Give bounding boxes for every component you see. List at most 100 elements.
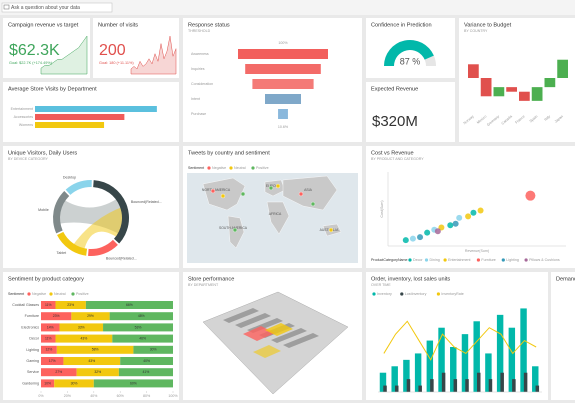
- y-tick-label: Electronics: [21, 325, 39, 329]
- tile-title: Sentiment by product category: [8, 276, 84, 282]
- scatter-point: [447, 222, 454, 229]
- waterfall-bar: [468, 64, 479, 78]
- bar-segment: [109, 312, 173, 321]
- data-label: 60%: [130, 381, 137, 385]
- arc-label: Bounced(Related...: [106, 256, 137, 260]
- legend-title: Sentiment: [8, 292, 24, 296]
- x-tick-label: 40%: [90, 394, 98, 398]
- scatter-point: [525, 190, 536, 201]
- legend-swatch: [49, 292, 53, 296]
- bar: [520, 308, 527, 392]
- data-label: 11%: [45, 336, 52, 340]
- tile-subtitle: BY COUNTRY: [464, 29, 488, 33]
- legend-label: Pillows & Cushions: [529, 258, 560, 262]
- legend-label: Entertainment: [448, 258, 470, 262]
- legend-label: Negative: [32, 292, 46, 296]
- tile-title: Store performance: [188, 276, 234, 282]
- legend-label: Positive: [256, 166, 269, 170]
- legend-swatch: [229, 166, 233, 170]
- y-tick-label: Service: [27, 370, 39, 374]
- map-land: [227, 215, 245, 249]
- tile[interactable]: [366, 146, 575, 268]
- tile[interactable]: [3, 146, 179, 268]
- legend-swatch: [524, 258, 528, 262]
- data-label: 30%: [71, 381, 78, 385]
- y-tick-label: Gaming: [26, 359, 39, 363]
- data-label: 23%: [67, 303, 74, 307]
- bar-segment: [41, 368, 77, 377]
- bar-segment: [118, 368, 173, 377]
- kpi-goal: Goal: 180 (+11.11%): [99, 61, 134, 65]
- legend-swatch: [207, 166, 211, 170]
- data-label: 30%: [150, 348, 157, 352]
- funnel-label: Awareness: [191, 52, 209, 56]
- map-marker: [310, 201, 316, 207]
- legend-label: Lighting: [506, 258, 519, 262]
- legend-label: Inventory: [377, 292, 392, 296]
- bar: [441, 372, 446, 392]
- legend-label: Neutral: [54, 292, 66, 296]
- waterfall-bar: [480, 78, 492, 97]
- data-label: 12%: [46, 348, 53, 352]
- funnel-bar: [238, 49, 328, 59]
- top-bar: [0, 0, 575, 15]
- data-label: 33%: [78, 325, 85, 329]
- bar: [430, 379, 434, 392]
- bar: [394, 385, 399, 392]
- tile[interactable]: [551, 272, 575, 400]
- tile[interactable]: [459, 18, 575, 142]
- legend-label: LostInventory: [405, 292, 427, 296]
- bar: [35, 122, 105, 128]
- arc-label: Desktop: [63, 176, 76, 180]
- tile-title: Order, inventory, lost sales units: [371, 276, 450, 282]
- funnel-label: Inquiries: [191, 67, 205, 71]
- bar: [500, 372, 504, 392]
- bar: [532, 366, 539, 392]
- funnel-label: Purchase: [191, 112, 206, 116]
- bar: [496, 314, 504, 392]
- scatter-point: [465, 213, 472, 220]
- data-label: 41%: [143, 370, 150, 374]
- kpi-value: 200: [99, 42, 126, 59]
- y-tick-label: Cocktail Glasses: [12, 303, 39, 307]
- legend-swatch: [251, 166, 255, 170]
- bar-segment: [63, 357, 121, 365]
- data-label: 40%: [143, 359, 150, 363]
- x-axis-label: Revenue(Sum): [465, 249, 489, 253]
- map-land: [202, 177, 246, 211]
- tile-title: Number of visits: [98, 22, 138, 28]
- arc-segment: [88, 239, 118, 256]
- data-label: 58%: [92, 348, 99, 352]
- tile-title: Expected Revenue: [371, 86, 418, 92]
- bar: [461, 334, 469, 392]
- data-label: 14%: [47, 325, 54, 329]
- x-tick-label: 100%: [168, 394, 178, 398]
- funnel-bottom-label: 10.6%: [278, 125, 289, 129]
- bar-segment: [41, 312, 72, 321]
- legend-swatch: [424, 258, 429, 262]
- data-label: 53%: [135, 325, 142, 329]
- tile-title: Unique Visitors, Daily Users: [8, 150, 77, 156]
- bar: [485, 353, 492, 392]
- tile[interactable]: [366, 82, 455, 142]
- arc-segment: [65, 180, 92, 195]
- bar: [383, 385, 387, 392]
- bar: [403, 359, 410, 392]
- map-marker: [210, 188, 216, 194]
- bar-segment: [41, 334, 56, 343]
- legend-swatch: [436, 292, 440, 296]
- map-marker: [268, 185, 274, 191]
- tile-subtitle: OVER TIME: [371, 283, 391, 287]
- tile-title: Campaign revenue vs target: [8, 22, 79, 28]
- funnel-top-label: 100%: [278, 41, 288, 45]
- funnel-bar: [245, 64, 321, 74]
- map-marker: [232, 227, 238, 233]
- data-label: 23%: [53, 314, 60, 318]
- search-box[interactable]: [1, 2, 113, 13]
- legend-label: Dining: [430, 258, 440, 262]
- y-tick-label: Furniture: [25, 314, 39, 318]
- data-label: 46%: [139, 336, 146, 340]
- waterfall-bar: [531, 87, 543, 101]
- map-region-label: SOUTH AMERICA: [219, 226, 248, 230]
- bar: [535, 385, 540, 392]
